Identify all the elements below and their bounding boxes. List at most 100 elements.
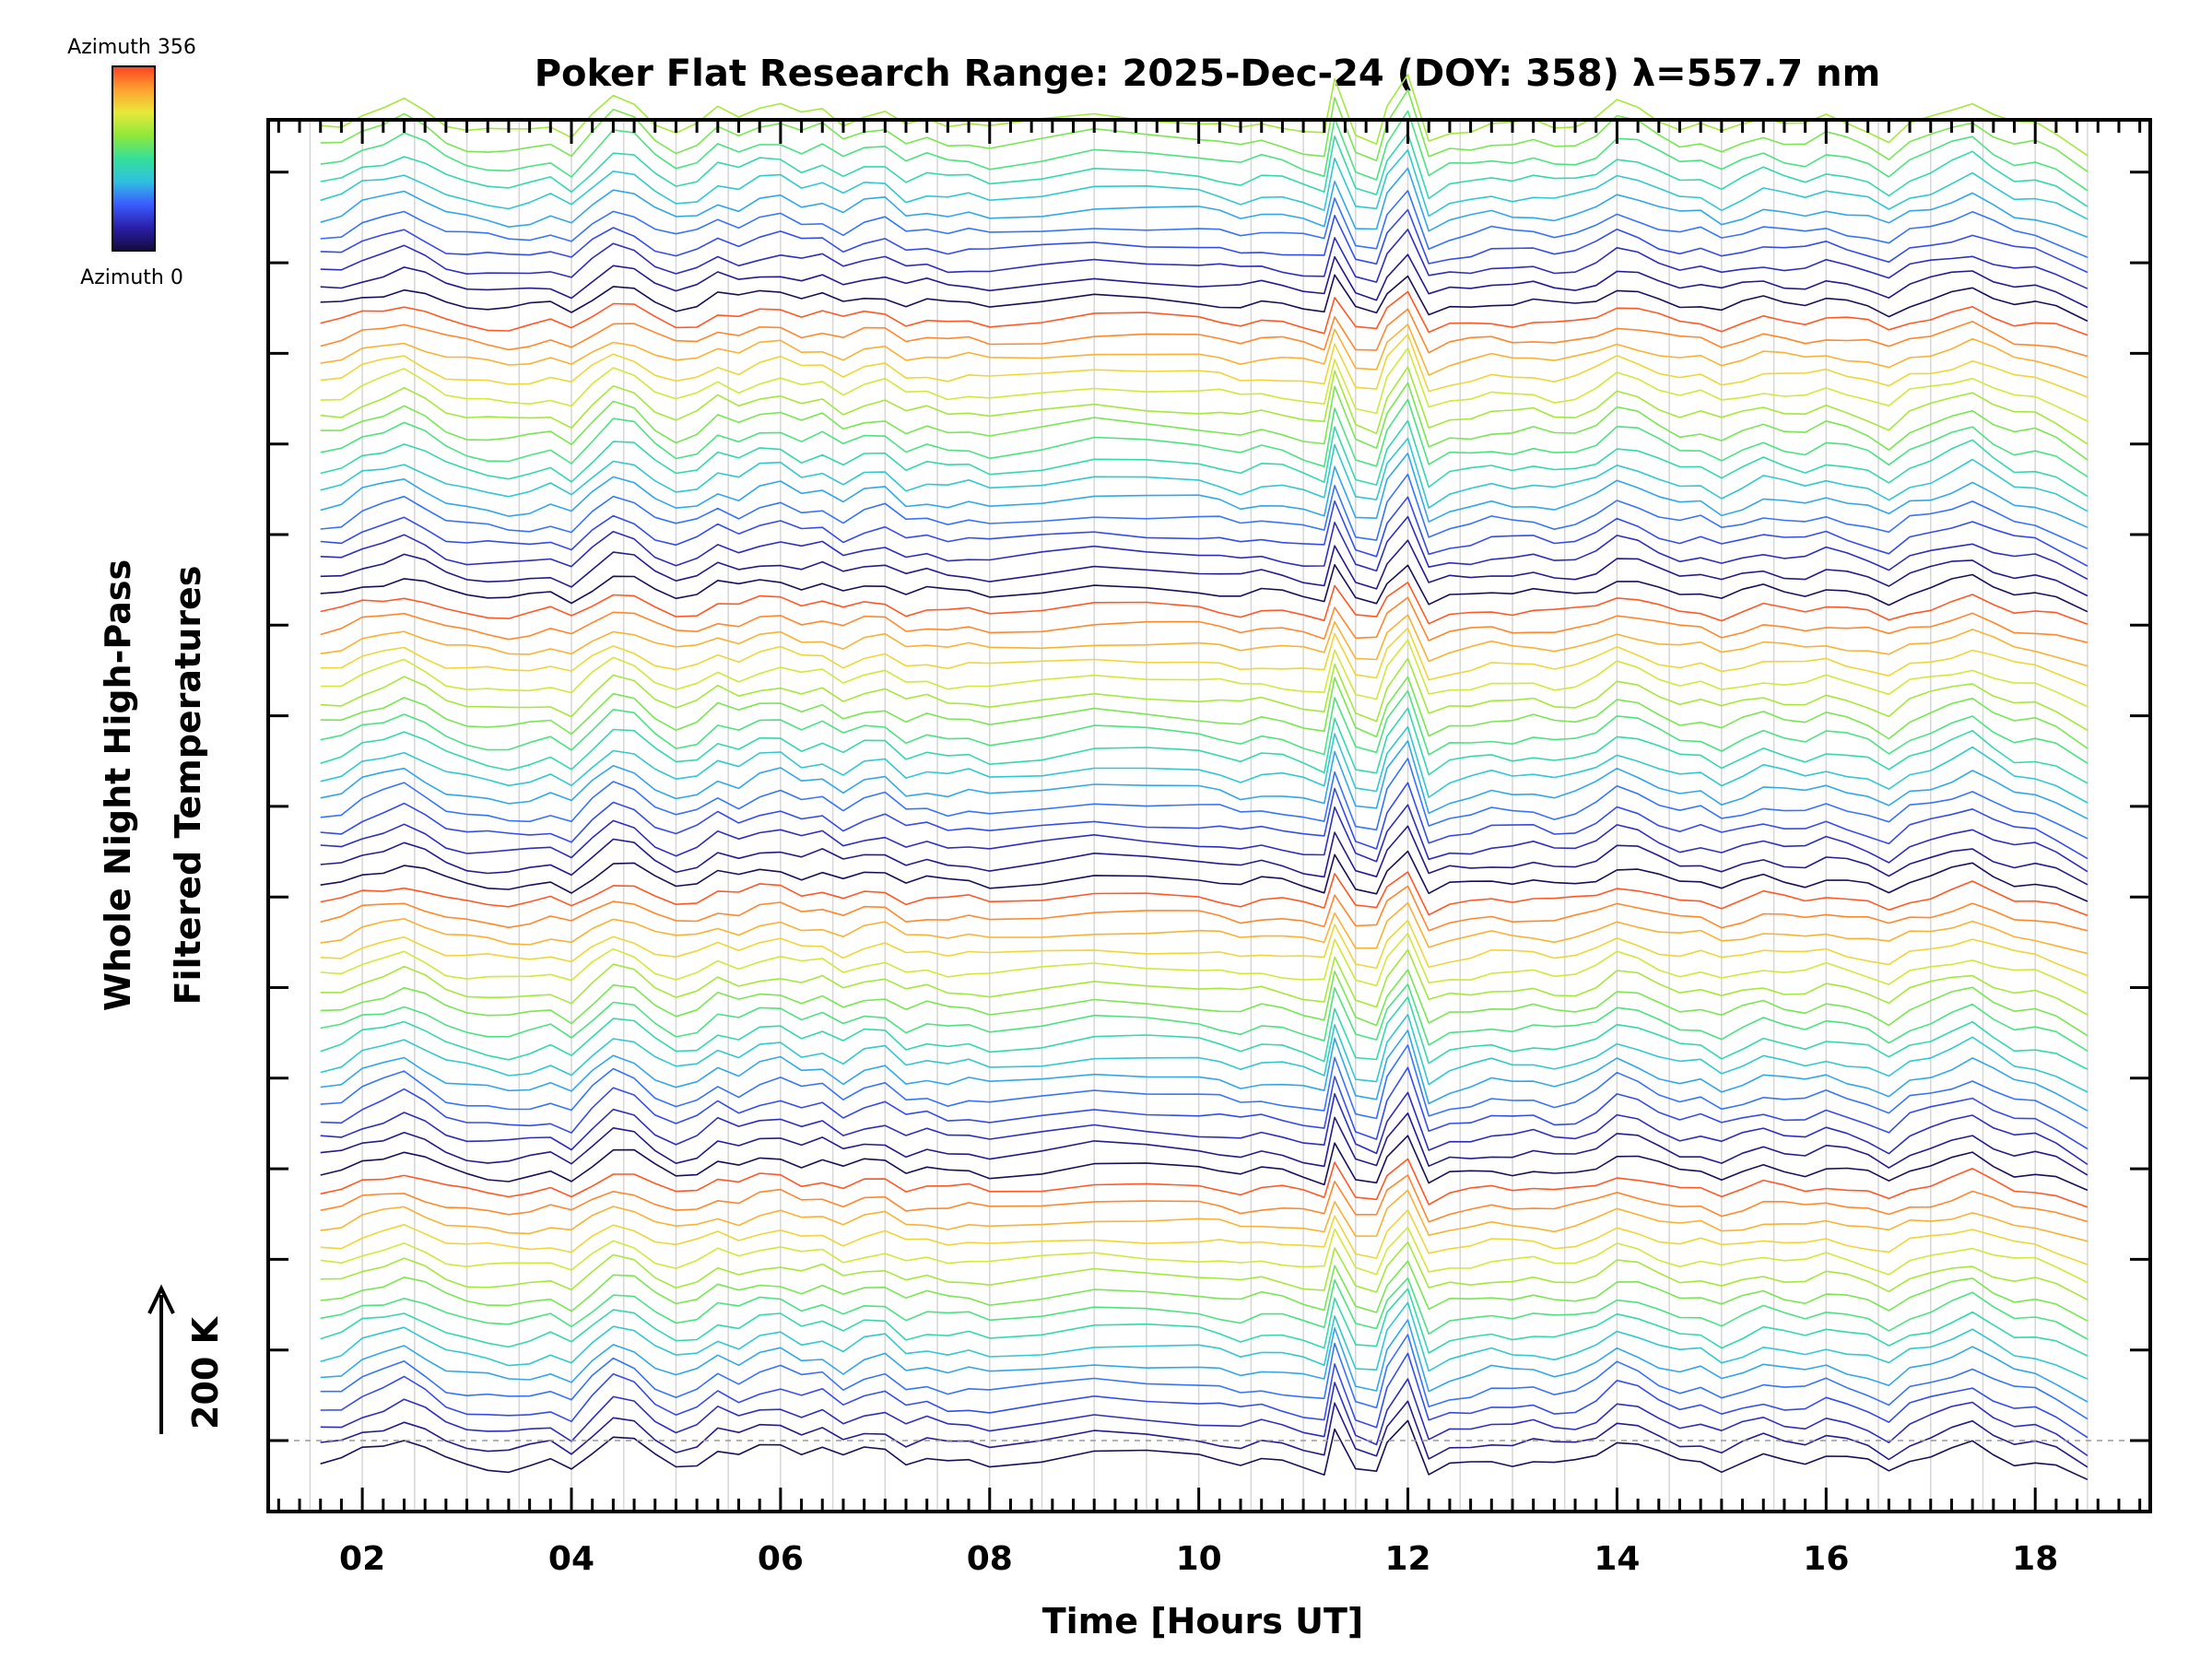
- series-line: [320, 453, 2088, 528]
- x-tick-labels: 02 04 06 08 10 12 14 16 18: [339, 1540, 2058, 1578]
- series-line: [320, 1112, 2088, 1176]
- series-line: [320, 110, 2088, 192]
- series-line: [320, 614, 2088, 667]
- scale-indicator: 200 K: [147, 1284, 226, 1434]
- y-axis-label-line2: Filtered Temperatures: [168, 566, 208, 1006]
- series-line: [320, 627, 2088, 687]
- series-line: [320, 1066, 2088, 1150]
- series-line: [320, 933, 2088, 994]
- x-tick-label: 12: [1384, 1540, 1430, 1578]
- colorbar-legend: Azimuth 356 Azimuth 0: [67, 36, 196, 289]
- series-group: [320, 74, 2088, 1481]
- series-line: [320, 782, 2088, 860]
- series-line: [320, 1277, 2088, 1340]
- series-line: [320, 639, 2088, 708]
- x-tick-label: 04: [548, 1540, 594, 1578]
- series-line: [320, 74, 2088, 157]
- series-line: [320, 758, 2088, 840]
- series-line: [320, 919, 2088, 977]
- x-tick-label: 08: [967, 1540, 1013, 1578]
- scale-arrow-head: [147, 1284, 175, 1314]
- colorbar: [112, 65, 156, 252]
- plot-frame: [266, 118, 2152, 1513]
- series-line: [320, 496, 2088, 567]
- series-line: [320, 347, 2088, 422]
- series-line: [320, 1419, 2088, 1481]
- series-line: [320, 1014, 2088, 1093]
- series-line: [320, 1400, 2088, 1468]
- series-line: [320, 948, 2088, 1016]
- series-line: [320, 1030, 2088, 1112]
- colorbar-bottom-label: Azimuth 0: [80, 266, 183, 289]
- chart-title: Poker Flat Research Range: 2025-Dec-24 (…: [535, 53, 1881, 95]
- series-line: [320, 1378, 2088, 1457]
- series-line: [320, 564, 2088, 613]
- x-tick-label: 16: [1803, 1540, 1849, 1578]
- series-line: [320, 901, 2088, 955]
- x-tick-label: 10: [1176, 1540, 1222, 1578]
- series-line: [320, 1260, 2088, 1322]
- series-line: [320, 707, 2088, 784]
- series-line: [320, 208, 2088, 274]
- scale-label: 200 K: [185, 1315, 226, 1430]
- series-line: [320, 676, 2088, 749]
- series-line: [320, 657, 2088, 732]
- series-line: [320, 885, 2088, 932]
- x-axis-label: Time [Hours UT]: [1042, 1601, 1364, 1641]
- series-line: [320, 539, 2088, 597]
- series-line: [320, 229, 2088, 289]
- colorbar-top-label: Azimuth 356: [67, 36, 196, 59]
- series-line: [320, 419, 2088, 498]
- series-line: [320, 582, 2088, 625]
- series-line: [320, 148, 2088, 220]
- series-line: [320, 382, 2088, 461]
- series-line: [320, 1091, 2088, 1166]
- series-line: [320, 1135, 2088, 1192]
- series-line: [320, 871, 2088, 916]
- series-line: [320, 366, 2088, 445]
- axis-ticks: [268, 120, 2150, 1512]
- x-tick-label: 06: [758, 1540, 804, 1578]
- series-line: [320, 1288, 2088, 1357]
- series-line: [320, 1301, 2088, 1380]
- series-line: [320, 515, 2088, 581]
- series-line: [320, 398, 2088, 477]
- series-line: [320, 167, 2088, 239]
- vertical-gridlines: [309, 122, 2088, 1510]
- x-tick-label: 02: [339, 1540, 385, 1578]
- x-tick-label: 14: [1594, 1540, 1640, 1578]
- x-tick-label: 18: [2012, 1540, 2058, 1578]
- series-line: [320, 689, 2088, 764]
- series-line: [320, 308, 2088, 358]
- series-line: [320, 190, 2088, 258]
- series-line: [320, 725, 2088, 804]
- series-line: [320, 1174, 2088, 1223]
- series-line: [320, 1158, 2088, 1208]
- series-line: [320, 324, 2088, 379]
- series-line: [320, 969, 2088, 1037]
- series-line: [320, 473, 2088, 550]
- series-line: [320, 88, 2088, 172]
- series-line: [320, 1241, 2088, 1300]
- series-line: [320, 983, 2088, 1052]
- series-line: [320, 274, 2088, 323]
- series-line: [320, 804, 2088, 873]
- series-line: [320, 437, 2088, 512]
- series-line: [320, 850, 2088, 902]
- series-line: [320, 1319, 2088, 1403]
- y-axis-label-line1: Whole Night High-Pass: [98, 559, 138, 1011]
- series-line: [320, 253, 2088, 309]
- series-line: [320, 1044, 2088, 1129]
- series-line: [320, 1352, 2088, 1439]
- series-line: [320, 1189, 2088, 1242]
- series-line: [320, 740, 2088, 820]
- series-line: [320, 132, 2088, 207]
- series-line: [320, 1334, 2088, 1420]
- series-line: [320, 825, 2088, 886]
- series-line: [320, 333, 2088, 398]
- series-line: [320, 290, 2088, 336]
- series-line: [320, 996, 2088, 1070]
- series-line: [320, 596, 2088, 643]
